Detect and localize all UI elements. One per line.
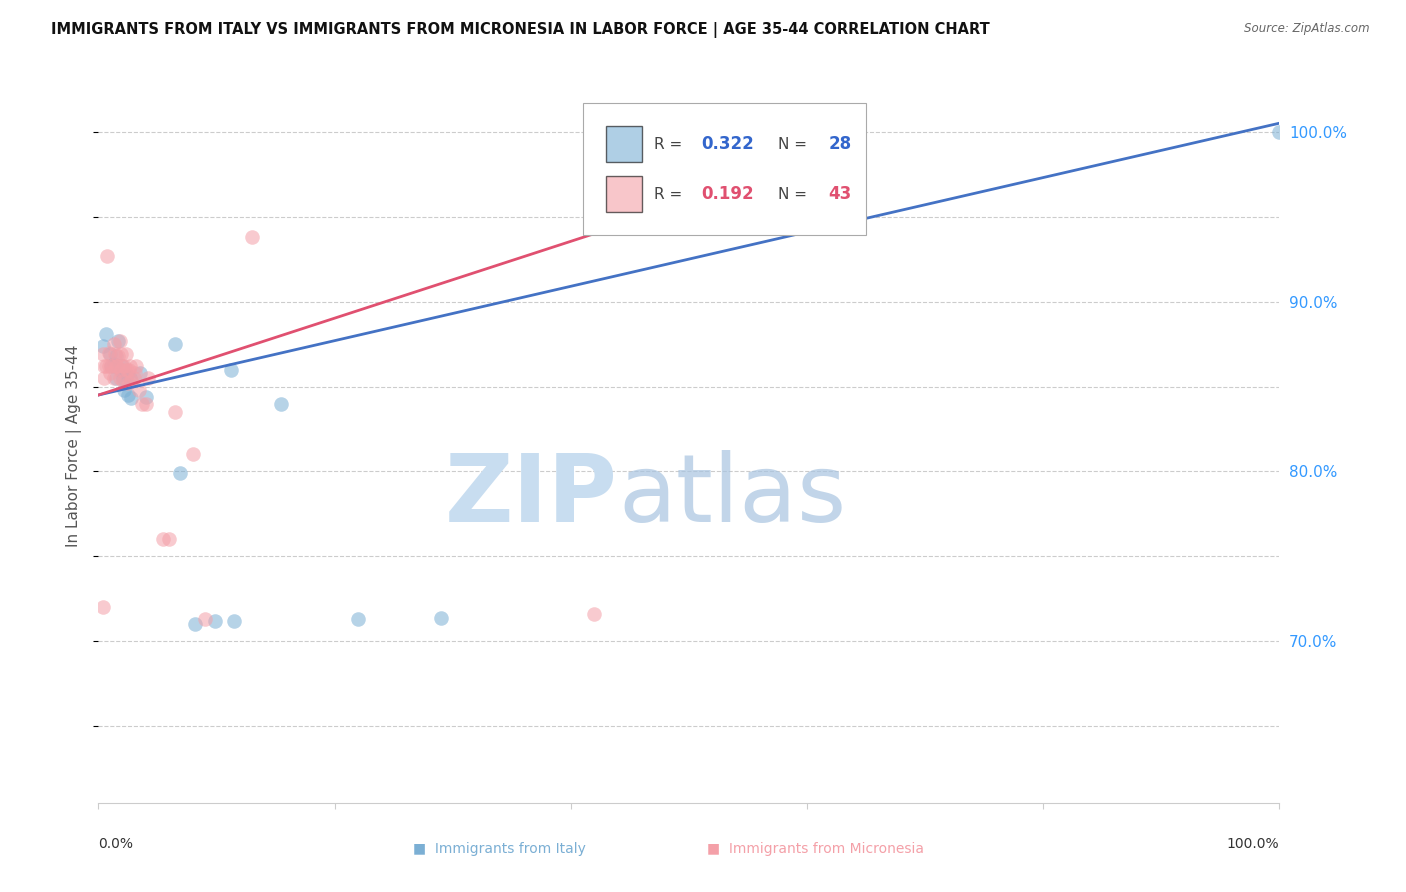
Point (110, 362, 132, 376)
Point (105, 359, 128, 373)
Point (165, 337, 187, 351)
Point (194, 612, 217, 626)
Point (108, 334, 131, 348)
Point (112, 375, 135, 389)
Point (165, 405, 187, 419)
Point (115, 368, 138, 382)
Point (103, 337, 125, 351)
Point (135, 390, 157, 404)
Point (219, 362, 242, 376)
Point (240, 230, 263, 244)
Point (98, 345, 121, 359)
Text: atlas: atlas (619, 450, 846, 542)
Point (98, 347, 121, 361)
Point (125, 359, 148, 373)
Point (112, 359, 135, 373)
Point (91, 347, 114, 361)
Text: 0.322: 0.322 (700, 136, 754, 153)
Point (152, 533, 174, 547)
Point (93, 371, 115, 385)
Point (122, 371, 145, 385)
Point (121, 392, 143, 406)
Point (131, 396, 153, 410)
Text: ZIP: ZIP (446, 450, 619, 542)
Point (128, 366, 150, 380)
Point (107, 334, 129, 348)
Point (105, 359, 128, 373)
Point (115, 362, 138, 376)
Point (105, 371, 128, 385)
Point (430, 610, 453, 624)
Text: Source: ZipAtlas.com: Source: ZipAtlas.com (1244, 22, 1369, 36)
Text: 28: 28 (828, 136, 852, 153)
Point (103, 371, 125, 385)
Point (1268, 125, 1291, 139)
FancyBboxPatch shape (606, 177, 641, 212)
Text: 100.0%: 100.0% (1227, 837, 1279, 851)
Text: 0.0%: 0.0% (98, 837, 134, 851)
Point (169, 466, 191, 480)
Point (120, 359, 142, 373)
Point (117, 388, 139, 402)
Point (204, 614, 226, 628)
Point (98, 359, 121, 373)
Point (270, 396, 292, 410)
Point (120, 371, 142, 385)
Text: R =: R = (654, 186, 686, 202)
Point (224, 614, 246, 628)
Text: IMMIGRANTS FROM ITALY VS IMMIGRANTS FROM MICRONESIA IN LABOR FORCE | AGE 35-44 C: IMMIGRANTS FROM ITALY VS IMMIGRANTS FROM… (51, 22, 990, 38)
Point (157, 533, 180, 547)
Point (181, 448, 204, 462)
Text: N =: N = (778, 136, 811, 152)
Point (93, 359, 115, 373)
Point (136, 371, 159, 385)
Point (104, 347, 127, 361)
Point (110, 347, 132, 361)
Point (108, 371, 131, 385)
Point (184, 617, 207, 632)
Text: 0.192: 0.192 (700, 186, 754, 203)
Text: ■  Immigrants from Italy: ■ Immigrants from Italy (413, 842, 585, 856)
Text: N =: N = (778, 186, 811, 202)
Y-axis label: In Labor Force | Age 35-44: In Labor Force | Age 35-44 (66, 345, 83, 547)
Point (107, 349, 129, 363)
Text: 43: 43 (828, 186, 852, 203)
Point (96, 249, 118, 263)
Point (135, 396, 157, 410)
Point (121, 375, 143, 389)
Point (94, 359, 117, 373)
Text: R =: R = (654, 136, 686, 152)
Point (105, 349, 128, 363)
Point (347, 612, 370, 626)
Point (100, 359, 122, 373)
Point (114, 347, 136, 361)
Point (98, 366, 121, 380)
Point (111, 359, 134, 373)
Point (112, 371, 135, 385)
Point (103, 358, 125, 372)
Point (117, 376, 139, 391)
Point (111, 359, 134, 373)
Point (100, 359, 122, 373)
Point (94, 326, 117, 341)
FancyBboxPatch shape (582, 103, 866, 235)
Point (91, 339, 114, 353)
Point (128, 383, 150, 397)
Point (583, 607, 606, 622)
FancyBboxPatch shape (606, 127, 641, 162)
Point (118, 362, 141, 376)
Text: ■  Immigrants from Micronesia: ■ Immigrants from Micronesia (707, 842, 924, 856)
Point (110, 362, 132, 376)
Point (124, 366, 146, 380)
Point (112, 383, 135, 397)
Point (91, 600, 114, 615)
